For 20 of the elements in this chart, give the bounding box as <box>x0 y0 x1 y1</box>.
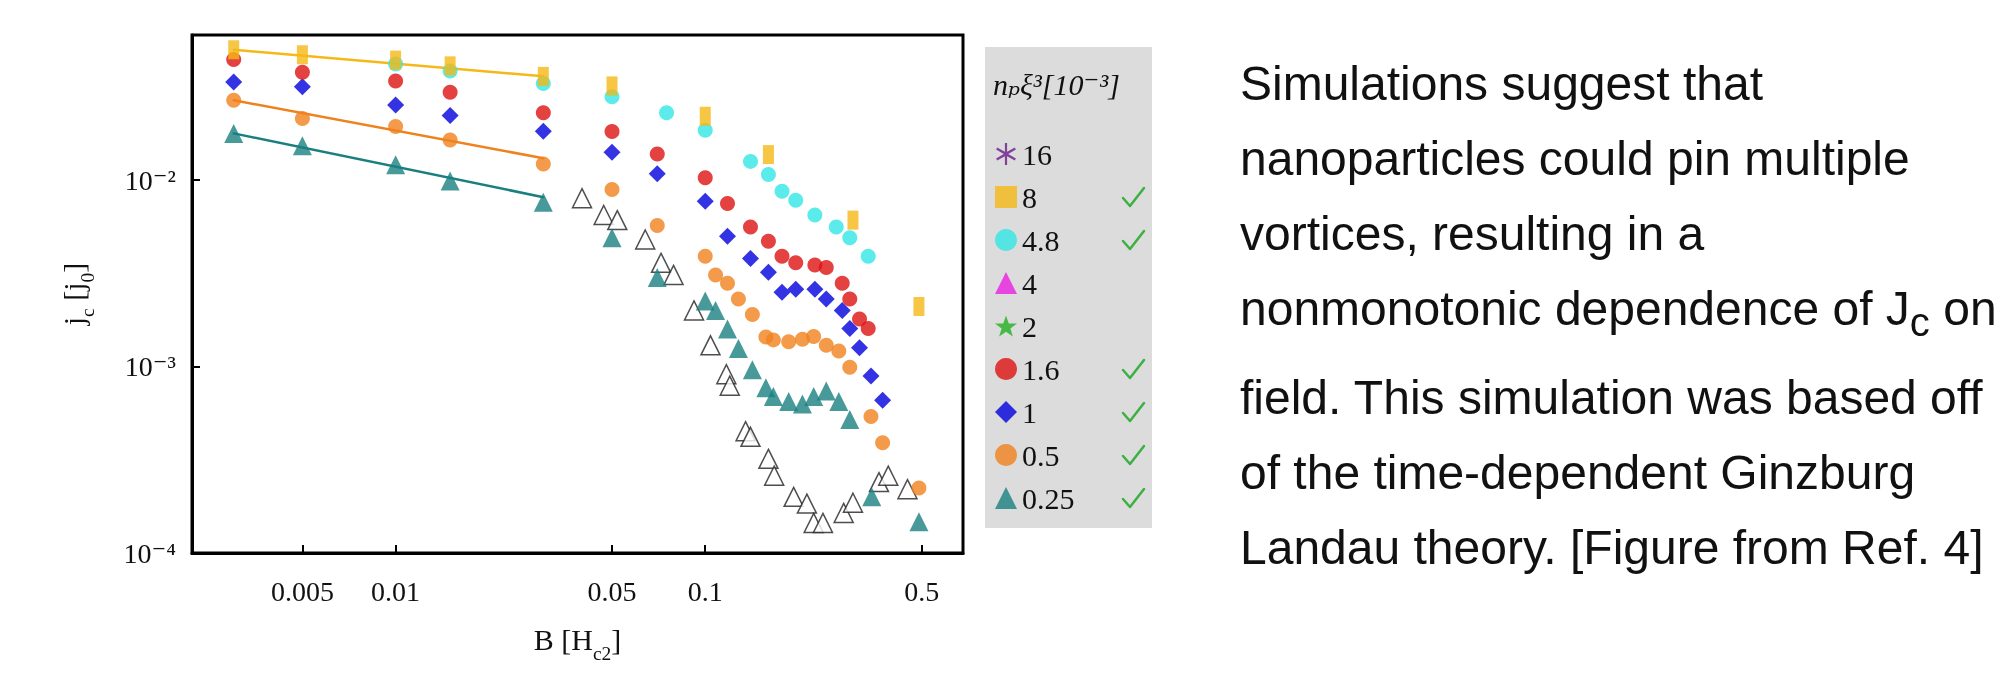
y-tick-label: 10⁻⁴ <box>123 537 176 569</box>
x-tick-label: 0.05 <box>587 575 637 607</box>
y-axis-title: jc [j0] <box>56 262 98 327</box>
x-tick-label: 0.1 <box>687 575 723 607</box>
legend-label: 0.5 <box>1022 438 1060 472</box>
x-tick-label: 0.005 <box>270 575 334 607</box>
legend-label: 16 <box>1022 137 1052 171</box>
legend-label: 1 <box>1022 395 1037 429</box>
legend-label: 0.25 <box>1022 481 1075 515</box>
y-tick-label: 10⁻² <box>124 164 176 196</box>
x-tick-label: 0.5 <box>904 575 940 607</box>
legend-label: 4 <box>1022 266 1037 300</box>
x-tick-label: 0.01 <box>371 575 421 607</box>
legend-label: 1.6 <box>1022 352 1060 386</box>
y-tick-label: 10⁻³ <box>124 351 176 383</box>
legend-title: nₚξ³[10⁻³] <box>993 67 1121 101</box>
legend-label: 2 <box>1022 309 1037 343</box>
legend-label: 8 <box>1022 180 1037 214</box>
legend-label: 4.8 <box>1022 223 1060 257</box>
text: Simulations suggest that nanoparticles could pin multiple vortices, resulting in a nonmonotonic dependence of J$_{c}$ on field. This simulation was based off of the time-dependent Ginzburg Landau theory. [Figure from Ref. 4] <box>1240 57 1997 574</box>
